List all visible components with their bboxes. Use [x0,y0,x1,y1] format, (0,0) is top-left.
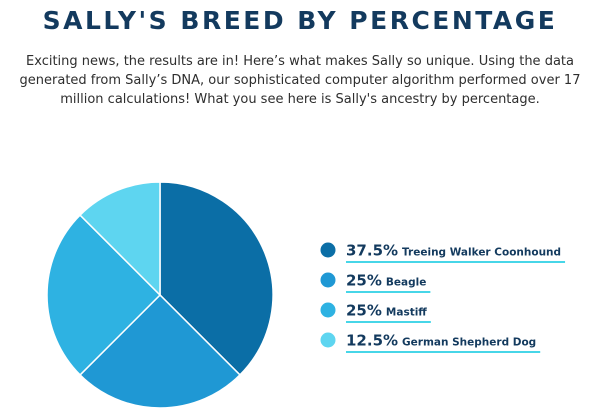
legend-label: 25% Beagle [346,272,426,290]
legend-swatch [320,302,336,318]
legend-underline [346,291,431,293]
legend-item: 12.5% German Shepherd Dog [320,332,541,353]
intro-text: Exciting news, the results are in! Here’… [19,54,581,107]
legend-item: 37.5% Treeing Walker Coonhound [320,242,566,263]
legend-label: 37.5% Treeing Walker Coonhound [346,242,561,260]
pie-slice-0 [159,181,274,376]
legend-breed-name: Beagle [386,277,426,289]
legend-underline [346,321,431,323]
legend-label: 12.5% German Shepherd Dog [346,332,536,350]
legend-swatch [320,272,336,288]
legend-swatch [320,332,336,348]
pie-slice-2 [46,214,162,376]
legend-underline [346,351,541,353]
legend-value: 12.5% [346,332,398,350]
page-title: SALLY'S BREED BY PERCENTAGE [42,6,558,35]
legend-value: 37.5% [346,242,398,260]
legend-breed-name: German Shepherd Dog [402,337,536,349]
legend-label: 25% Mastiff [346,302,427,320]
pie [46,181,274,409]
legend-swatch [320,242,336,258]
legend-item: 25% Mastiff [320,302,431,323]
legend-item: 25% Beagle [320,272,431,293]
legend-breed-name: Treeing Walker Coonhound [402,247,561,259]
legend-value: 25% [346,302,382,320]
legend-value: 25% [346,272,382,290]
legend-breed-name: Mastiff [386,307,427,319]
pie-slice-3 [79,181,161,297]
legend-underline [346,261,566,263]
pie-slice-1 [79,293,241,409]
